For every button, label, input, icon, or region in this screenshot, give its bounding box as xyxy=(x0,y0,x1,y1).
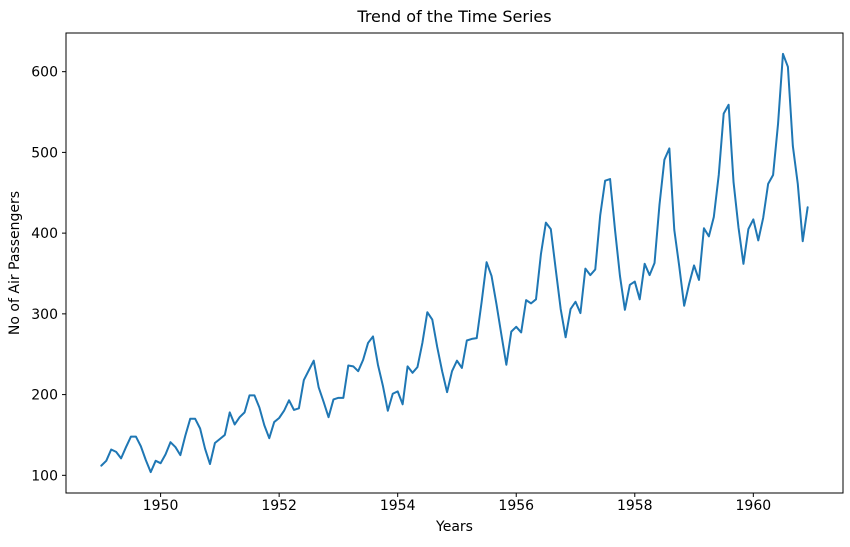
x-tick-label: 1956 xyxy=(498,498,534,514)
x-tick-label: 1950 xyxy=(143,498,179,514)
x-tick-label: 1960 xyxy=(736,498,772,514)
x-tick-label: 1952 xyxy=(261,498,297,514)
y-tick-label: 500 xyxy=(31,145,58,161)
chart-title: Trend of the Time Series xyxy=(357,7,552,26)
y-tick-label: 200 xyxy=(31,388,58,404)
y-tick-label: 600 xyxy=(31,65,58,81)
axes-frame xyxy=(65,32,844,494)
y-tick-label: 300 xyxy=(31,307,58,323)
series-line-air-passengers xyxy=(100,52,809,474)
y-tick-label: 100 xyxy=(31,468,58,484)
x-axis-label: Years xyxy=(436,519,473,535)
y-tick-label: 400 xyxy=(31,226,58,242)
x-tick-label: 1954 xyxy=(380,498,416,514)
x-tick-label: 1958 xyxy=(617,498,653,514)
